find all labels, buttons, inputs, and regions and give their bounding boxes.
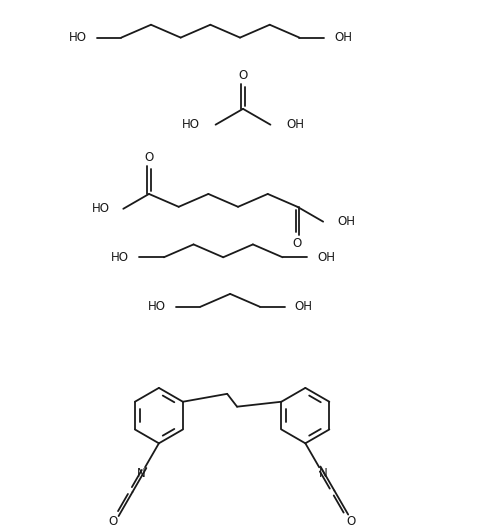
Text: OH: OH — [295, 300, 313, 313]
Text: HO: HO — [92, 202, 110, 215]
Text: HO: HO — [111, 251, 129, 264]
Text: OH: OH — [286, 118, 304, 131]
Text: N: N — [319, 467, 328, 480]
Text: HO: HO — [69, 31, 87, 44]
Text: N: N — [137, 467, 146, 480]
Text: O: O — [238, 69, 247, 82]
Text: O: O — [109, 515, 118, 527]
Text: O: O — [144, 151, 153, 164]
Text: O: O — [346, 515, 356, 527]
Text: OH: OH — [317, 251, 335, 264]
Text: OH: OH — [337, 215, 355, 228]
Text: O: O — [293, 237, 302, 250]
Text: HO: HO — [182, 118, 200, 131]
Text: HO: HO — [148, 300, 166, 313]
Text: OH: OH — [334, 31, 352, 44]
